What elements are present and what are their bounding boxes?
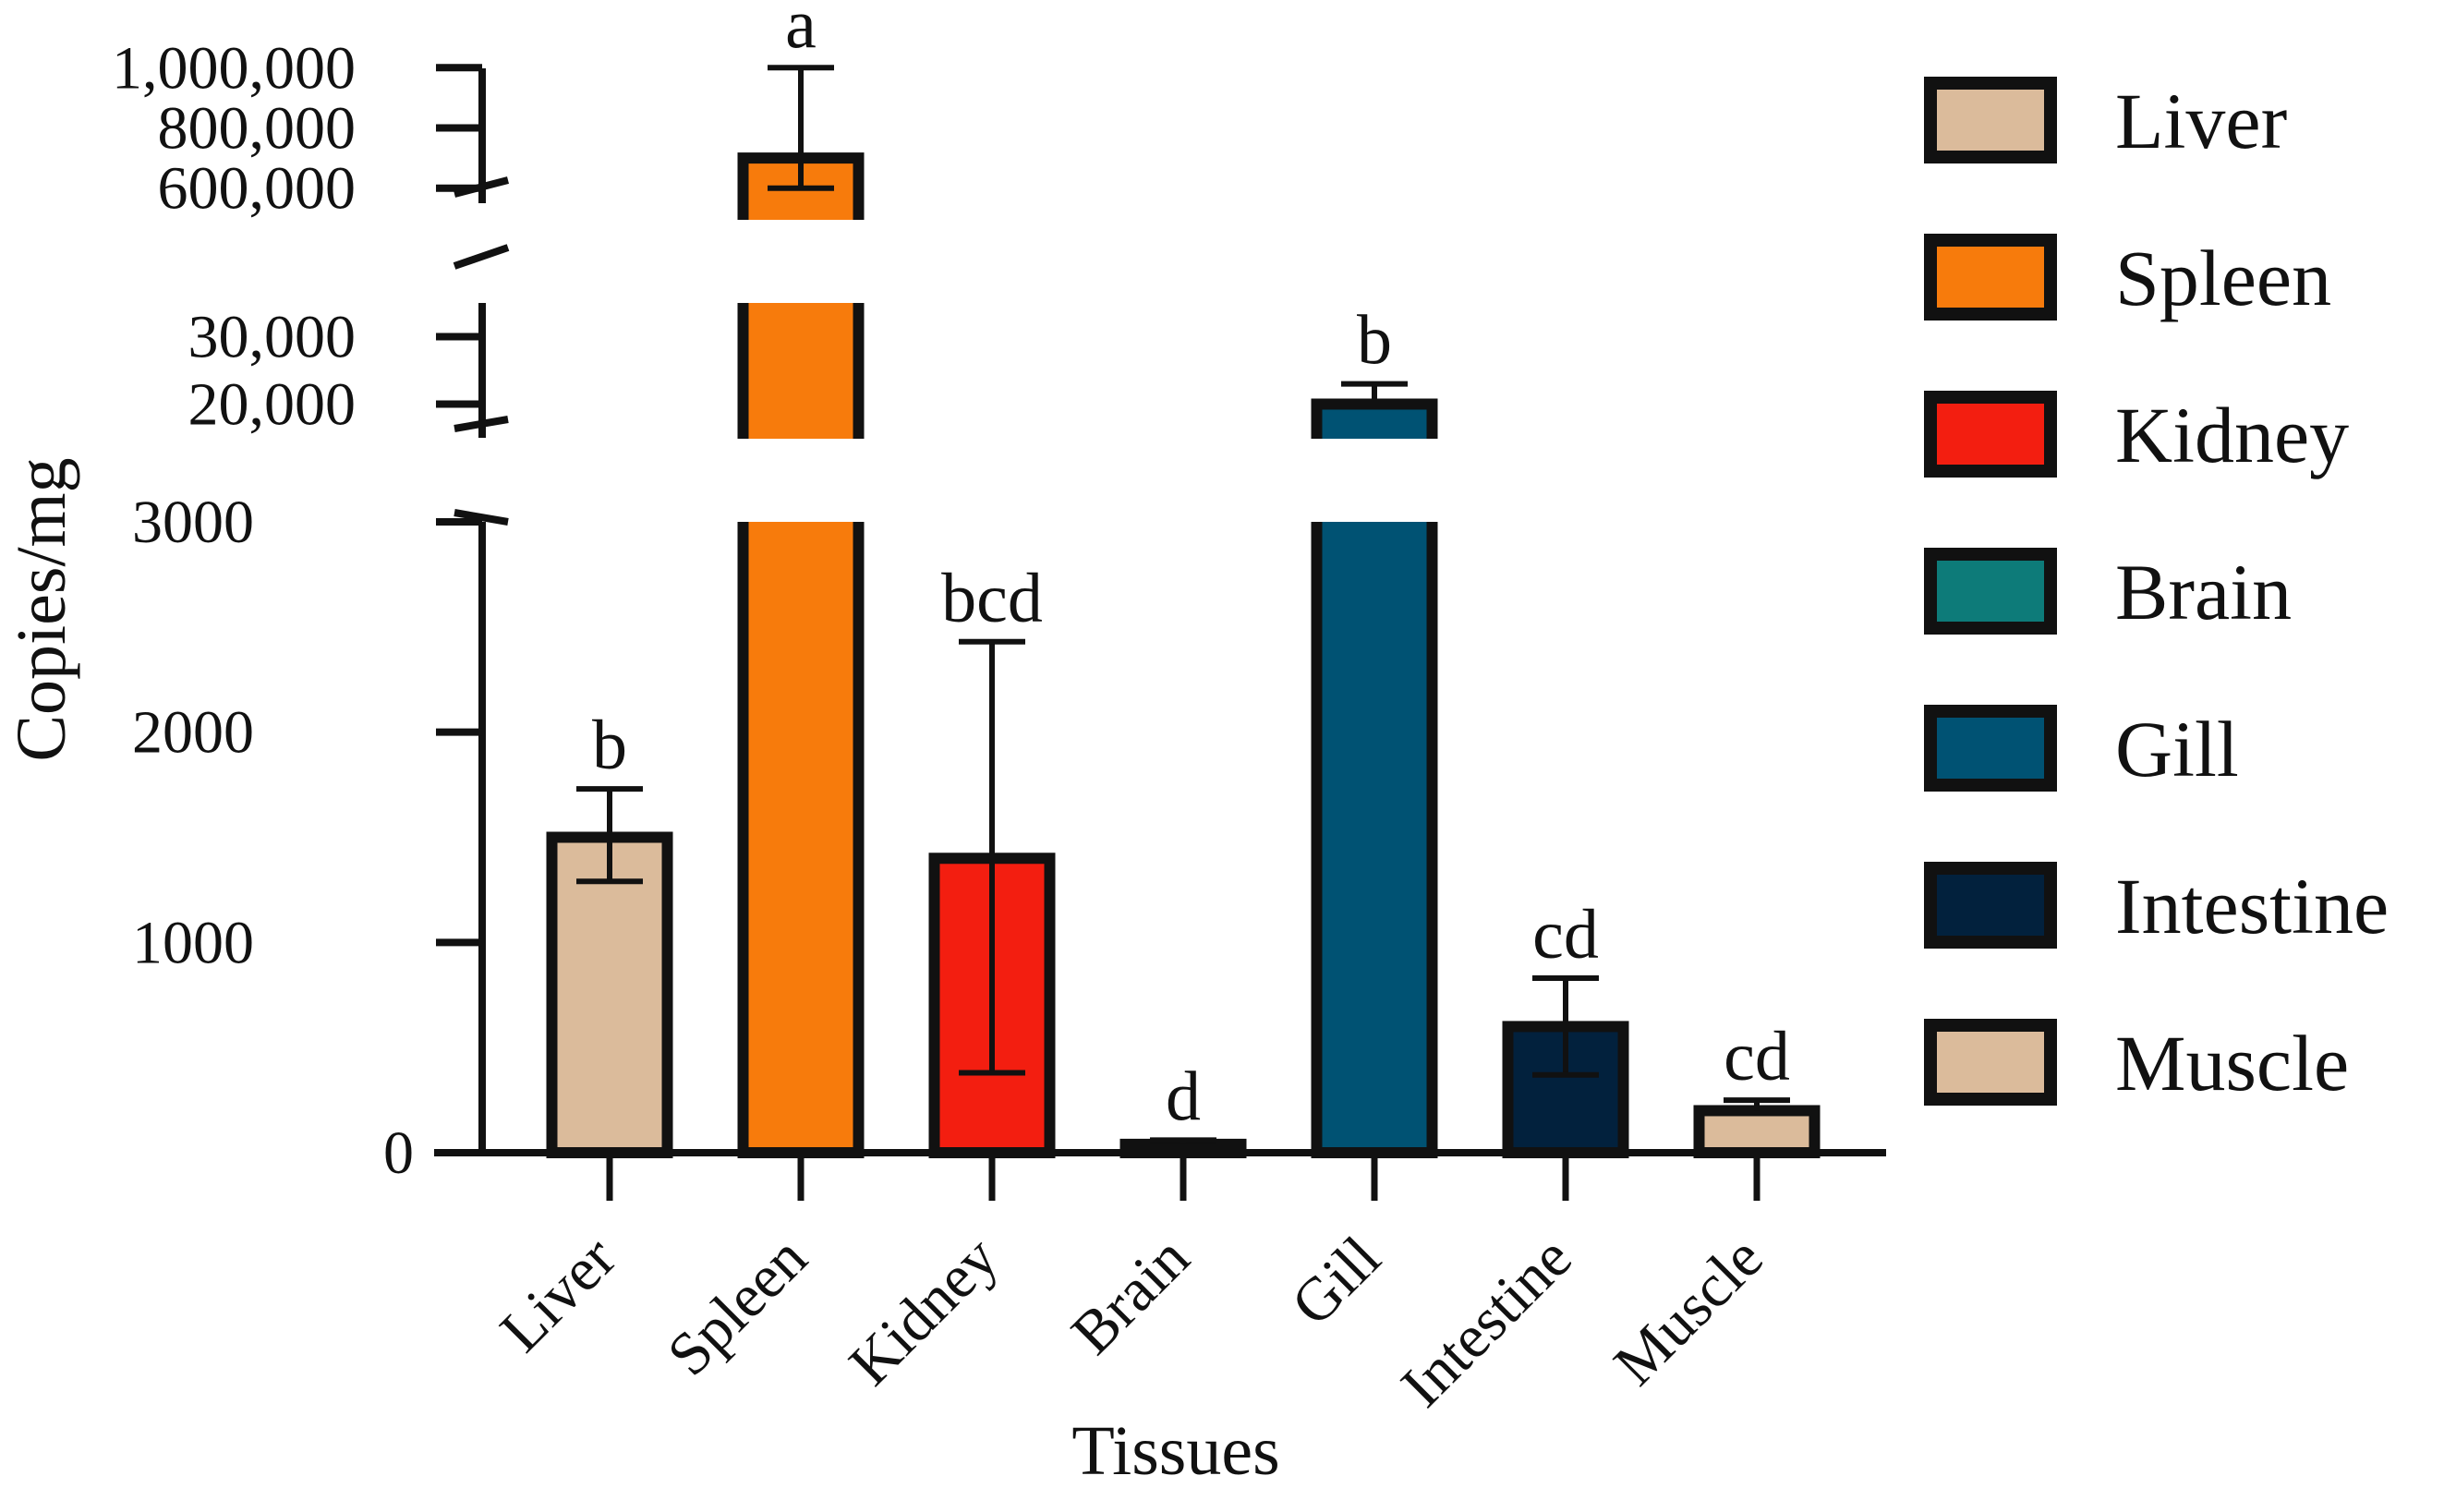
y-tick-label: 30,000 bbox=[188, 304, 357, 371]
bar-liver bbox=[546, 831, 673, 1158]
legend-item-kidney: Kidney bbox=[1924, 391, 2349, 479]
y-tick-label: 2000 bbox=[132, 699, 254, 767]
axis-break-mark bbox=[454, 416, 509, 432]
legend-label: Muscle bbox=[2115, 1019, 2349, 1107]
x-tick-label: Kidney bbox=[837, 1224, 1011, 1398]
bar-break-gap bbox=[733, 220, 868, 303]
axis-break-mark bbox=[453, 244, 510, 270]
legend-label: Intestine bbox=[2115, 862, 2389, 950]
legend-label: Gill bbox=[2115, 705, 2239, 793]
y-tick-label: 20,000 bbox=[188, 371, 357, 439]
y-tick-label: 800,000 bbox=[158, 95, 357, 163]
legend-item-liver: Liver bbox=[1924, 77, 2287, 165]
legend-item-spleen: Spleen bbox=[1924, 234, 2331, 322]
bar-group-muscle: cd bbox=[1693, 1018, 1821, 1159]
significance-label: d bbox=[1166, 1058, 1201, 1135]
legend-item-gill: Gill bbox=[1924, 705, 2239, 793]
y-tick-label: 3000 bbox=[132, 489, 254, 556]
legend-swatch bbox=[1924, 705, 2057, 792]
significance-label: b bbox=[1357, 302, 1392, 380]
legend-swatch bbox=[1924, 77, 2057, 163]
legend-swatch bbox=[1924, 548, 2057, 635]
x-tick-label: Gill bbox=[1278, 1224, 1393, 1338]
bar-group-brain: d bbox=[1119, 1058, 1247, 1158]
legend-item-muscle: Muscle bbox=[1924, 1019, 2349, 1107]
bar-group-kidney: bcd bbox=[928, 560, 1056, 1158]
legend-item-brain: Brain bbox=[1924, 548, 2292, 636]
bar-muscle bbox=[1693, 1105, 1821, 1159]
significance-label: cd bbox=[1724, 1018, 1790, 1095]
bar-spleen bbox=[737, 152, 865, 1159]
x-axis-title: Tissues bbox=[1071, 1412, 1279, 1490]
legend-label: Kidney bbox=[2115, 391, 2349, 479]
significance-label: cd bbox=[1532, 896, 1599, 974]
bar-group-liver: b bbox=[546, 707, 673, 1158]
legend-label: Liver bbox=[2115, 77, 2287, 165]
legend-label: Brain bbox=[2115, 548, 2292, 636]
bar-group-spleen: a bbox=[733, 0, 868, 1159]
bar-break-gap bbox=[1307, 439, 1442, 522]
legend-label: Spleen bbox=[2115, 234, 2331, 322]
legend-swatch bbox=[1924, 862, 2057, 949]
legend-swatch bbox=[1924, 234, 2057, 321]
x-tick-label: Spleen bbox=[655, 1224, 820, 1389]
legend-swatch bbox=[1924, 391, 2057, 478]
bar-break-gap bbox=[733, 439, 868, 522]
x-tick-label: Muscle bbox=[1602, 1224, 1776, 1398]
y-tick-label: 0 bbox=[383, 1119, 414, 1187]
significance-label: a bbox=[785, 0, 817, 63]
y-tick-label: 600,000 bbox=[158, 155, 357, 223]
bar-group-intestine: cd bbox=[1502, 896, 1629, 1159]
x-tick-label: Brain bbox=[1059, 1224, 1202, 1367]
significance-label: bcd bbox=[941, 560, 1043, 637]
legend: Liver Spleen Kidney Brain Gill Intestine Muscl… bbox=[1924, 77, 2389, 1107]
significance-label: b bbox=[592, 707, 627, 784]
axis-break-mark bbox=[454, 509, 509, 526]
y-tick-label: 1,000,000 bbox=[112, 34, 356, 102]
x-tick-label: Liver bbox=[488, 1224, 629, 1365]
y-tick-label: 1000 bbox=[132, 909, 254, 976]
bar-group-gill: b bbox=[1307, 302, 1442, 1158]
x-tick-label: Intestine bbox=[1388, 1224, 1584, 1420]
y-axis-title: Copies/mg bbox=[3, 457, 80, 761]
legend-item-intestine: Intestine bbox=[1924, 862, 2389, 950]
legend-swatch bbox=[1924, 1019, 2057, 1106]
